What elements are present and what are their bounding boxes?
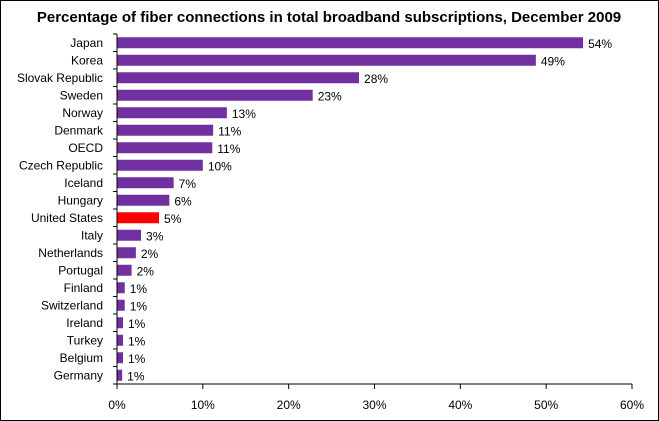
value-label-denmark: 11% bbox=[218, 124, 241, 138]
value-label-switzerland: 1% bbox=[130, 299, 148, 313]
bar-czech-republic bbox=[117, 159, 203, 171]
bar-united-states bbox=[117, 212, 160, 224]
bar-turkey bbox=[117, 334, 124, 346]
x-tick-label-10pct: 10% bbox=[191, 398, 215, 412]
bar-belgium bbox=[117, 352, 124, 364]
category-label-sweden: Sweden bbox=[60, 88, 103, 102]
bar-denmark bbox=[117, 124, 214, 136]
category-label-portugal: Portugal bbox=[58, 263, 103, 277]
value-label-germany: 1% bbox=[127, 369, 145, 383]
bar-netherlands bbox=[117, 247, 136, 259]
value-label-norway: 13% bbox=[232, 107, 256, 121]
bar-ireland bbox=[117, 317, 124, 329]
bar-norway bbox=[117, 107, 227, 119]
bar-slovak-republic bbox=[117, 72, 360, 84]
value-label-sweden: 23% bbox=[318, 89, 342, 103]
bar-sweden bbox=[117, 89, 313, 101]
x-tick-label-50pct: 50% bbox=[534, 398, 558, 412]
bar-italy bbox=[117, 229, 142, 241]
category-label-oecd: OECD bbox=[68, 141, 103, 155]
category-label-hungary: Hungary bbox=[58, 193, 103, 207]
category-label-norway: Norway bbox=[62, 106, 103, 120]
bar-japan bbox=[117, 37, 584, 49]
category-label-turkey: Turkey bbox=[67, 333, 103, 347]
category-label-switzerland: Switzerland bbox=[41, 298, 103, 312]
value-label-ireland: 1% bbox=[128, 317, 146, 331]
bar-iceland bbox=[117, 177, 174, 189]
category-label-denmark: Denmark bbox=[54, 123, 104, 137]
category-label-japan: Japan bbox=[70, 36, 103, 50]
category-label-ireland: Ireland bbox=[66, 316, 103, 330]
bar-portugal bbox=[117, 264, 132, 276]
value-label-portugal: 2% bbox=[137, 264, 155, 278]
x-tick-label-60pct: 60% bbox=[620, 398, 644, 412]
category-label-slovak-republic: Slovak Republic bbox=[17, 71, 103, 85]
value-label-oecd: 11% bbox=[217, 142, 240, 156]
category-label-germany: Germany bbox=[54, 368, 103, 382]
value-label-finland: 1% bbox=[130, 282, 148, 296]
value-label-czech-republic: 10% bbox=[208, 159, 232, 173]
value-label-iceland: 7% bbox=[179, 177, 197, 191]
category-label-italy: Italy bbox=[81, 228, 103, 242]
value-label-korea: 49% bbox=[541, 54, 565, 68]
bar-switzerland bbox=[117, 299, 125, 311]
category-label-iceland: Iceland bbox=[64, 176, 103, 190]
bar-finland bbox=[117, 282, 125, 294]
value-label-netherlands: 2% bbox=[141, 247, 159, 261]
category-label-belgium: Belgium bbox=[60, 351, 103, 365]
category-label-netherlands: Netherlands bbox=[38, 246, 103, 260]
value-label-belgium: 1% bbox=[128, 352, 146, 366]
value-label-turkey: 1% bbox=[128, 334, 146, 348]
category-label-united-states: United States bbox=[31, 211, 103, 225]
category-label-finland: Finland bbox=[64, 281, 103, 295]
bar-hungary bbox=[117, 194, 170, 206]
bar-korea bbox=[117, 54, 536, 66]
x-tick-label-30pct: 30% bbox=[362, 398, 386, 412]
value-label-italy: 3% bbox=[146, 229, 164, 243]
x-tick-label-20pct: 20% bbox=[277, 398, 301, 412]
value-label-slovak-republic: 28% bbox=[364, 72, 388, 86]
category-label-czech-republic: Czech Republic bbox=[19, 158, 103, 172]
value-label-japan: 54% bbox=[588, 37, 612, 51]
bar-germany bbox=[117, 369, 123, 381]
value-label-united-states: 5% bbox=[164, 212, 182, 226]
chart-title: Percentage of fiber connections in total… bbox=[37, 9, 621, 26]
value-label-hungary: 6% bbox=[174, 194, 192, 208]
x-tick-label-40pct: 40% bbox=[448, 398, 472, 412]
category-label-korea: Korea bbox=[71, 53, 103, 67]
bar-oecd bbox=[117, 142, 213, 154]
x-tick-label-0pct: 0% bbox=[108, 398, 126, 412]
